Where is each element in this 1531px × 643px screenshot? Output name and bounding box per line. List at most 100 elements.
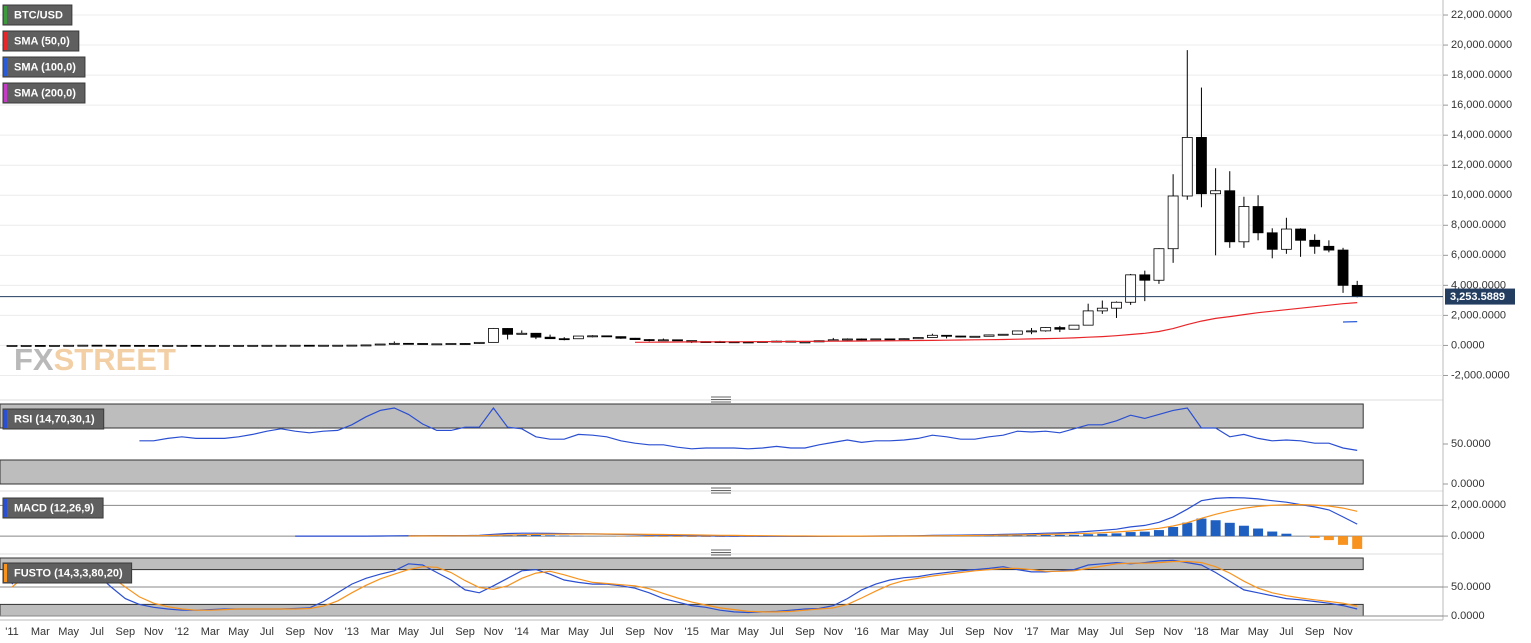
histogram-bar	[1139, 531, 1150, 537]
candle-body	[530, 332, 542, 338]
candle-body	[417, 343, 429, 345]
legend-entry-swatch	[4, 32, 7, 50]
histogram-bar	[658, 536, 669, 537]
histogram-bar	[1111, 533, 1122, 537]
legend-entry-box	[2, 30, 80, 52]
histogram-bar	[1012, 535, 1023, 537]
candle-body	[445, 343, 457, 345]
candle-body	[431, 343, 443, 346]
y-tick-label: 0.0000	[1451, 530, 1485, 542]
x-tick-label: Sep	[965, 626, 985, 638]
candle-body	[1281, 228, 1292, 250]
legend-entry: SMA (200,0)	[14, 87, 76, 99]
x-tick-label: '18	[1194, 626, 1208, 638]
candle-body	[204, 344, 216, 347]
x-tick-label: '15	[685, 626, 699, 638]
y-tick-label: -2,000.0000	[1451, 369, 1510, 381]
x-tick-label: Nov	[314, 626, 334, 638]
x-tick-label: Nov	[144, 626, 164, 638]
watermark-fx: FX	[14, 342, 54, 377]
candle-body	[1238, 206, 1250, 243]
candle-body	[615, 336, 627, 339]
candle-body	[573, 335, 584, 340]
histogram-bar	[1097, 533, 1108, 537]
histogram-bar	[530, 534, 541, 537]
candle-body	[1167, 195, 1179, 250]
signal-line	[408, 503, 1358, 537]
histogram-bar	[672, 536, 683, 537]
candle-body	[20, 345, 32, 347]
candle-body	[1054, 327, 1066, 330]
histogram-bar	[644, 536, 655, 537]
candle-body	[388, 342, 400, 345]
candle-body	[6, 345, 18, 347]
candle-body	[275, 344, 287, 347]
candle-body	[601, 335, 613, 338]
indicator-title: RSI (14,70,30,1)	[14, 413, 95, 425]
x-tick-label: '17	[1024, 626, 1038, 638]
x-tick-label: Nov	[484, 626, 504, 638]
y-tick-label: 14,000.0000	[1451, 129, 1512, 141]
legend-entry-box	[2, 82, 86, 104]
histogram-bar	[1224, 522, 1235, 537]
histogram-bar	[1323, 536, 1334, 541]
indicator-title-swatch	[4, 564, 7, 582]
candle-body	[148, 344, 160, 347]
y-tick-label: 12,000.0000	[1451, 159, 1512, 171]
histogram-bar	[1168, 526, 1179, 537]
y-tick-label: 50.0000	[1451, 581, 1491, 593]
candle-body	[672, 339, 683, 342]
candle-body	[544, 336, 556, 340]
band	[0, 557, 1364, 571]
candle-body	[134, 344, 145, 347]
watermark: FXSTREET	[14, 342, 176, 377]
legend-symbol-swatch	[4, 6, 7, 24]
x-tick-label: Sep	[625, 626, 645, 638]
histogram-bar	[1153, 530, 1164, 537]
candle-body	[1096, 307, 1108, 312]
plot-background	[0, 0, 1443, 620]
x-tick-label: May	[398, 626, 419, 638]
candle-body	[1181, 137, 1193, 197]
histogram-bar	[1040, 534, 1051, 537]
y-tick-label: 0.0000	[1451, 610, 1485, 622]
indicator-title-box	[2, 408, 105, 430]
candle-body	[856, 338, 867, 341]
last-price-label: 3,253.5889	[1450, 291, 1505, 303]
y-tick-label: 2,000.0000	[1451, 309, 1506, 321]
histogram-bar	[1083, 534, 1094, 537]
candle-body	[629, 337, 641, 340]
candle-body	[643, 339, 655, 341]
x-tick-label: May	[568, 626, 589, 638]
histogram-bar	[1026, 535, 1037, 537]
histogram-bar	[686, 536, 697, 537]
x-tick-label: Sep	[1135, 626, 1155, 638]
candle-body	[1323, 245, 1335, 251]
x-tick-label: Sep	[795, 626, 815, 638]
candle-body	[1266, 232, 1278, 250]
candle-body	[657, 339, 669, 342]
candle-body	[842, 338, 853, 341]
candle-body	[473, 341, 485, 344]
y-tick-label: 6,000.0000	[1451, 249, 1506, 261]
candle-body	[34, 345, 46, 347]
x-tick-label: '13	[345, 626, 359, 638]
sma-line	[634, 302, 1358, 343]
candle-body	[969, 335, 981, 338]
y-tick-label: 0.0000	[1451, 478, 1485, 490]
candle-body	[247, 344, 259, 347]
legend-entry: SMA (50,0)	[14, 35, 70, 47]
last-price-box	[1445, 288, 1515, 305]
candle-body	[955, 335, 967, 338]
candle-body	[1068, 324, 1080, 330]
y-tick-label: 8,000.0000	[1451, 219, 1506, 231]
candle-body	[1210, 190, 1221, 195]
candle-body	[870, 338, 882, 341]
x-tick-label: Mar	[371, 626, 390, 638]
candle-body	[1351, 284, 1363, 297]
candle-body	[516, 332, 528, 335]
candle-body	[91, 344, 103, 347]
histogram-bar	[516, 534, 527, 537]
y-tick-label: 4,000.0000	[1451, 279, 1506, 291]
